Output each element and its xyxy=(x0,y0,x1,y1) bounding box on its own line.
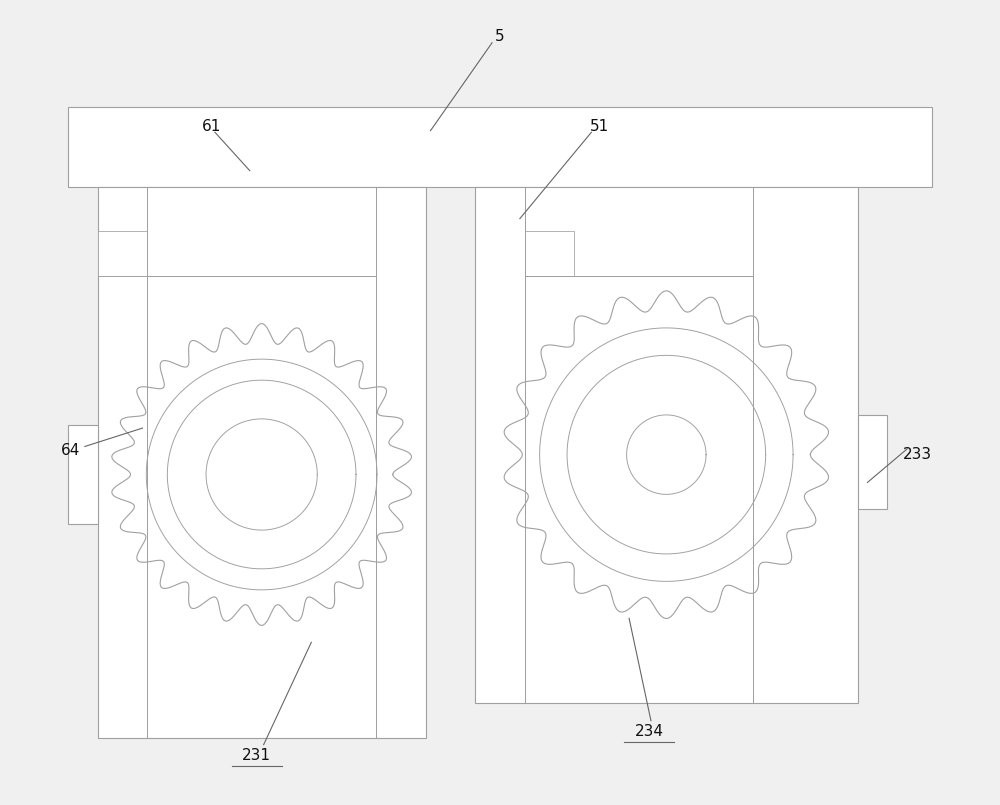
Text: 233: 233 xyxy=(903,447,932,462)
Bar xyxy=(68,425,98,524)
Bar xyxy=(475,187,858,703)
Text: 234: 234 xyxy=(634,724,663,739)
Text: 61: 61 xyxy=(202,119,222,134)
Bar xyxy=(525,231,574,276)
Text: 5: 5 xyxy=(495,29,505,43)
Text: 51: 51 xyxy=(590,119,609,134)
Bar xyxy=(68,107,932,187)
Bar xyxy=(98,187,426,737)
Text: 64: 64 xyxy=(61,443,81,458)
Bar xyxy=(858,415,887,510)
Text: 231: 231 xyxy=(242,749,271,763)
Bar xyxy=(98,231,147,276)
